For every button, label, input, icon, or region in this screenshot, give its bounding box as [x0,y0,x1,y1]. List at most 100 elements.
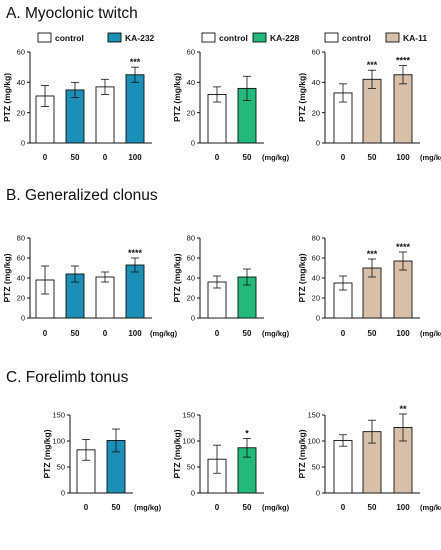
bar [125,264,145,319]
x-tick-label: 0 [43,153,48,162]
y-axis-label: PTZ (mg/kg) [172,73,182,122]
y-axis-label: PTZ (mg/kg) [42,429,52,478]
y-axis-label: PTZ (mg/kg) [2,253,12,302]
x-tick-label: 50 [112,503,121,512]
y-tick-label: 60 [312,48,320,57]
x-tick-label: 50 [368,329,377,338]
legend-label: control [219,33,248,43]
significance-label: **** [396,56,411,66]
y-tick-label: 100 [307,437,320,446]
y-tick-label: 50 [187,463,195,472]
y-tick-label: 0 [191,314,195,323]
x-tick-label: 0 [341,503,346,512]
y-tick-label: 40 [312,274,320,283]
chart-panel: 0 20 40 60 80 PTZ (mg/kg) 0 50 0 **** 100 (mg/kg) [2,234,178,338]
y-axis-label: PTZ (mg/kg) [2,73,12,122]
legend-label: KA-11 [403,33,427,43]
y-tick-label: 40 [17,274,25,283]
x-tick-label: 50 [368,153,377,162]
x-unit-label: (mg/kg) [262,503,290,512]
y-tick-label: 40 [187,274,195,283]
x-unit-label: (mg/kg) [420,329,441,338]
y-tick-label: 60 [17,48,25,57]
y-tick-label: 0 [191,489,195,498]
y-tick-label: 50 [312,463,320,472]
x-tick-label: 0 [341,153,346,162]
bar [393,74,413,144]
significance-label: **** [128,248,143,258]
y-tick-label: 0 [316,139,320,148]
legend-label: KA-232 [125,33,155,43]
chart-panel: 0 20 40 60 PTZ (mg/kg) 0 50 0 *** 100 control KA-23… [2,32,155,162]
x-tick-label: 100 [396,329,410,338]
legend-swatch [324,32,339,43]
y-tick-label: 20 [187,294,195,303]
significance-label: *** [367,60,378,70]
bar [95,276,115,319]
y-tick-label: 60 [187,48,195,57]
x-unit-label: (mg/kg) [420,503,441,512]
x-tick-label: 100 [128,153,142,162]
x-tick-label: 0 [43,329,48,338]
x-tick-label: 100 [128,329,142,338]
section-title: C. Forelimb tonus [6,369,129,386]
y-tick-label: 0 [61,489,65,498]
x-unit-label: (mg/kg) [262,153,290,162]
y-tick-label: 20 [312,108,320,117]
section-2: B. Generalized clonus 0 20 40 60 80 PTZ (mg/kg… [2,187,441,338]
section-1: A. Myoclonic twitch 0 20 40 60 PTZ (mg/kg) 0 50… [2,5,441,162]
x-tick-label: 50 [243,503,252,512]
legend-swatch [252,32,267,43]
x-tick-label: 0 [103,329,108,338]
y-tick-label: 100 [52,437,65,446]
y-tick-label: 0 [191,139,195,148]
y-tick-label: 20 [187,108,195,117]
section-title: A. Myoclonic twitch [6,5,138,22]
legend-swatch [385,32,400,43]
x-unit-label: (mg/kg) [420,153,441,162]
y-tick-label: 80 [17,234,25,243]
legend-label: KA-228 [270,33,300,43]
bar [125,74,145,144]
x-tick-label: 0 [84,503,89,512]
x-unit-label: (mg/kg) [134,503,162,512]
y-axis-label: PTZ (mg/kg) [297,73,307,122]
legend-swatch [107,32,122,43]
significance-label: ** [399,404,407,414]
x-tick-label: 50 [243,153,252,162]
y-tick-label: 40 [17,78,25,87]
x-tick-label: 0 [341,329,346,338]
significance-label: * [245,428,249,438]
y-tick-label: 80 [187,234,195,243]
chart-panel: 0 20 40 60 80 PTZ (mg/kg) 0 *** 50 **** 100 (mg/kg) [297,234,441,338]
legend-swatch [201,32,216,43]
y-axis-label: PTZ (mg/kg) [297,429,307,478]
x-tick-label: 100 [396,503,410,512]
y-tick-label: 150 [307,411,320,420]
legend-swatch [37,32,52,43]
chart-panel: 0 20 40 60 PTZ (mg/kg) 0 50 (mg/kg) control KA-22… [172,32,300,162]
y-tick-label: 40 [312,78,320,87]
y-tick-label: 20 [312,294,320,303]
y-tick-label: 20 [17,108,25,117]
y-tick-label: 60 [17,254,25,263]
y-tick-label: 0 [21,314,25,323]
x-tick-label: 50 [71,329,80,338]
significance-label: *** [367,249,378,259]
x-unit-label: (mg/kg) [262,329,290,338]
chart-panel: 0 20 40 60 80 PTZ (mg/kg) 0 50 (mg/kg) [172,234,290,338]
y-tick-label: 50 [57,463,65,472]
x-tick-label: 0 [215,329,220,338]
section-title: B. Generalized clonus [6,187,158,204]
x-tick-label: 0 [215,503,220,512]
legend-label: control [342,33,371,43]
x-tick-label: 100 [396,153,410,162]
y-tick-label: 150 [52,411,65,420]
y-tick-label: 0 [316,489,320,498]
y-tick-label: 20 [17,294,25,303]
significance-label: **** [396,242,411,252]
